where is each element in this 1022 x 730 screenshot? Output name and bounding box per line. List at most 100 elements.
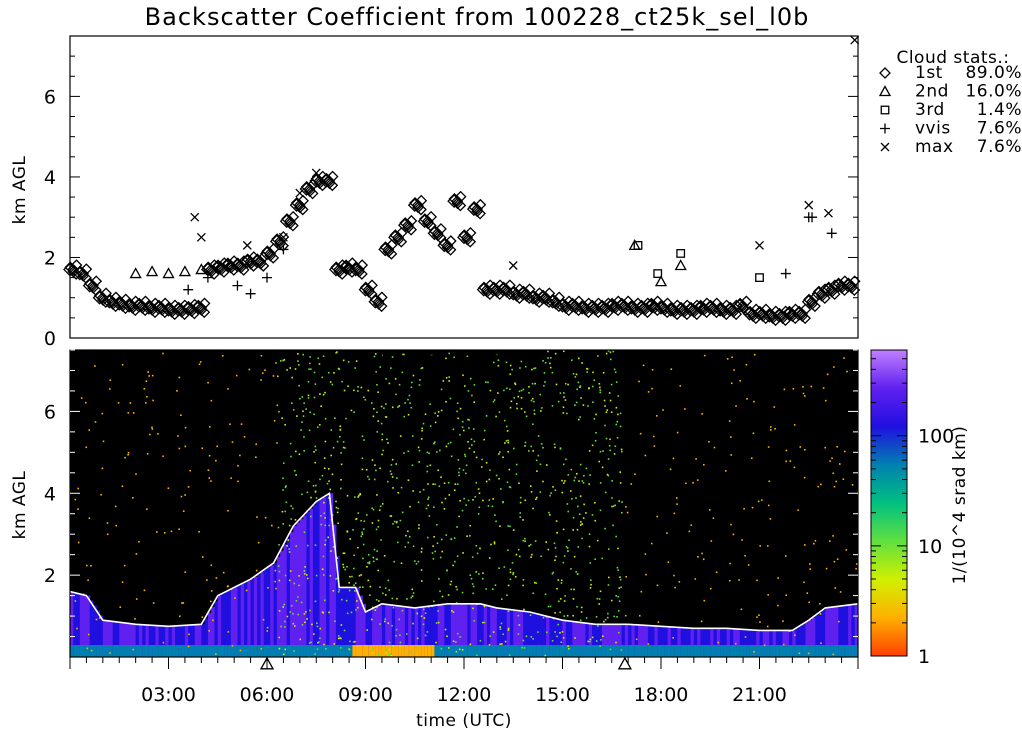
legend-3rd-value: 1.4% [977, 100, 1022, 120]
cross-point [508, 261, 518, 270]
backscatter-speckle [520, 389, 523, 392]
backscatter-speckle [458, 648, 461, 651]
backscatter-speckle [292, 409, 295, 411]
legend-1st-marker [879, 67, 891, 79]
backscatter-speckle [509, 388, 511, 391]
boundary-layer-cell [145, 624, 150, 657]
backscatter-speckle [445, 445, 448, 448]
backscatter-speckle [278, 543, 280, 546]
diamond-point [418, 213, 431, 225]
backscatter-speckle [453, 489, 456, 492]
diamond-point [379, 241, 392, 254]
boundary-layer-cell [119, 622, 124, 657]
backscatter-speckle [513, 447, 515, 450]
surface-cell [460, 645, 465, 657]
backscatter-speckle [212, 619, 214, 622]
backscatter-speckle [575, 472, 578, 475]
backscatter-speckle [525, 635, 528, 638]
backscatter-speckle [596, 539, 599, 542]
surface-cell [572, 645, 577, 657]
backscatter-speckle [684, 408, 686, 410]
surface-cell [486, 645, 491, 657]
backscatter-speckle [435, 622, 438, 624]
boundary-layer-cell [611, 624, 616, 657]
backscatter-speckle [794, 634, 796, 637]
backscatter-speckle [439, 556, 442, 559]
diamond-point [96, 291, 109, 304]
surface-cell [536, 645, 541, 657]
backscatter-speckle [511, 368, 513, 371]
surface-cell [319, 645, 324, 657]
backscatter-speckle [410, 596, 412, 599]
backscatter-speckle [803, 581, 805, 584]
backscatter-speckle [453, 356, 455, 359]
backscatter-speckle [359, 493, 362, 496]
backscatter-speckle [557, 623, 560, 626]
boundary-layer-cell [115, 621, 120, 657]
backscatter-speckle [342, 563, 344, 566]
diamond-point [556, 297, 569, 310]
diamond-point [454, 190, 467, 203]
boundary-layer-cell [92, 605, 97, 657]
surface-cell [802, 645, 806, 657]
backscatter-speckle [344, 568, 347, 571]
backscatter-speckle [738, 579, 740, 581]
backscatter-tick-marks [69, 349, 859, 669]
backscatter-speckle [294, 519, 297, 521]
backscatter-speckle [275, 587, 277, 590]
boundary-layer-cell [345, 587, 350, 657]
boundary-layer-cell [362, 603, 366, 657]
diamond-point [458, 229, 471, 242]
diamond-point [635, 299, 648, 312]
backscatter-speckle [109, 652, 111, 654]
backscatter-speckle [373, 548, 376, 551]
backscatter-speckle [556, 531, 558, 534]
backscatter-speckle [605, 352, 608, 355]
boundary-layer-cell [385, 604, 389, 657]
boundary-layer-cell [503, 608, 508, 657]
boundary-layer-cell [854, 604, 858, 657]
surface-cell [207, 645, 212, 657]
surface-cell [99, 645, 104, 657]
backscatter-speckle [384, 618, 387, 620]
backscatter-speckle [846, 370, 848, 373]
backscatter-speckle [546, 464, 548, 466]
surface-cell [746, 645, 751, 657]
cross-point [823, 208, 833, 218]
backscatter-speckle [539, 463, 542, 466]
diamond-point [753, 305, 766, 318]
backscatter-speckle [607, 584, 610, 586]
backscatter-speckle [282, 653, 285, 656]
backscatter-speckle [221, 355, 224, 357]
backscatter-speckle [355, 608, 357, 611]
surface-cell [546, 645, 550, 657]
backscatter-speckle [551, 371, 554, 374]
boundary-layer-cell [273, 562, 278, 657]
backscatter-speckle [337, 507, 339, 510]
backscatter-speckle [625, 505, 627, 508]
backscatter-speckle [472, 607, 474, 610]
backscatter-speckle [702, 558, 705, 561]
backscatter-speckle [350, 611, 353, 614]
diamond-point [214, 261, 227, 274]
backscatter-speckle [617, 631, 620, 634]
backscatter-speckle [361, 586, 364, 588]
backscatter-speckle [274, 580, 276, 583]
backscatter-speckle [101, 412, 104, 415]
backscatter-speckle [294, 368, 297, 370]
backscatter-speckle [834, 587, 837, 589]
boundary-layer-cell [618, 624, 623, 657]
surface-cell [322, 645, 327, 657]
backscatter-speckle [289, 570, 292, 572]
backscatter-speckle [675, 497, 678, 499]
diamond-point [326, 179, 339, 192]
backscatter-speckle [386, 480, 389, 483]
diamond-point [254, 255, 267, 268]
surface-cell [198, 645, 202, 657]
diamond-point [474, 207, 486, 220]
boundary-layer-cell [99, 615, 104, 657]
backscatter-speckle [475, 571, 478, 573]
backscatter-speckle [803, 476, 806, 479]
surface-cell [73, 645, 78, 657]
